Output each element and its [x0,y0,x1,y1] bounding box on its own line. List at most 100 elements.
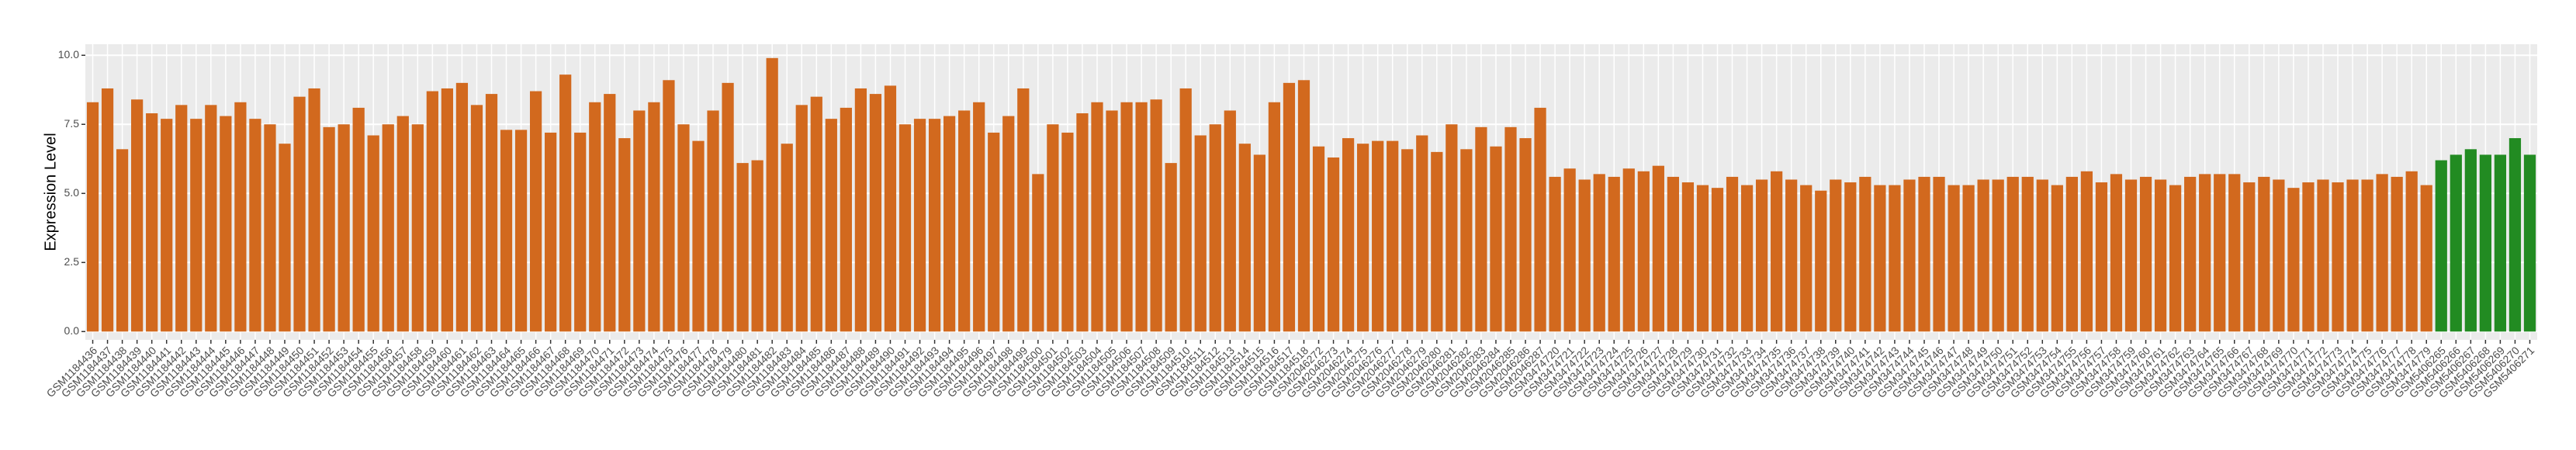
bar [1047,124,1059,332]
bar [396,116,409,332]
bar [988,132,1000,332]
bar [2523,154,2536,332]
bar [293,96,306,332]
bar [1490,146,1502,332]
bar [825,119,837,332]
bar [840,107,852,332]
bar [604,94,616,332]
bar [810,96,822,332]
bar [1268,102,1281,332]
bar [1475,126,1487,332]
bar [2051,185,2063,332]
bar [1061,132,1074,332]
bar [943,116,956,332]
bar [898,124,912,332]
y-tick-label: 0.0 [64,324,80,337]
bar [1696,185,1709,332]
bar [2361,179,2373,332]
bar [2169,185,2182,332]
bar [2124,179,2138,332]
bar [1519,138,1532,332]
bar [2006,176,2019,332]
bar [175,105,188,332]
bar [1593,174,1605,332]
bar [973,102,985,332]
bar [574,132,587,332]
bar [411,124,424,332]
bar [1238,144,1251,332]
bar [1830,179,1842,332]
bar [1431,151,1443,332]
bar [161,119,173,332]
bar [2258,176,2270,332]
bar [1283,82,1296,332]
bar [928,119,941,332]
bar [1992,179,2004,332]
bar [1652,165,1664,332]
bar [441,88,453,332]
bar [722,82,734,332]
bar [2346,179,2359,332]
bar [958,110,971,332]
bar [1357,144,1369,332]
bar [1903,179,1916,332]
bar [2021,176,2034,332]
bar [1460,149,1473,332]
bar [1637,171,1650,332]
bar [2273,179,2285,332]
bar [1387,140,1399,332]
bar [279,144,291,332]
bar [1874,185,1886,332]
bar [2287,188,2300,332]
bar [677,124,690,332]
bar [367,135,379,332]
bar [1076,113,1089,332]
bar [485,94,498,332]
bar [1962,185,1975,332]
bar [1342,138,1355,332]
bar [1312,146,1325,332]
bar [1372,140,1384,332]
bar [500,130,513,332]
bar [2184,176,2197,332]
bar [1446,124,1458,332]
bar [1504,126,1517,332]
bar [1578,179,1591,332]
bar [2391,176,2403,332]
bar [1549,176,1561,332]
y-tick-label: 5.0 [64,186,80,199]
bar [86,102,99,332]
y-tick-label: 2.5 [64,255,80,268]
bar [2405,171,2418,332]
bar [1815,190,1827,332]
bar [1032,174,1044,332]
bar [589,102,601,332]
bar [2508,138,2522,332]
bar [205,105,217,332]
bar [308,88,320,332]
bar [426,91,438,332]
bar [1800,185,1813,332]
bar [618,138,631,332]
bar [781,144,793,332]
bar [234,102,247,332]
bar [2494,154,2507,332]
bar [1681,182,1695,332]
y-tick-label: 7.5 [64,117,80,130]
bar [2080,171,2093,332]
bar [1859,176,1871,332]
bar [1933,176,1945,332]
bar [1224,110,1236,332]
bar [2228,174,2241,332]
bar [545,132,557,332]
bar [854,88,867,332]
bar [1091,102,1103,332]
bar [514,130,528,332]
bar [766,57,778,332]
bar [559,74,572,332]
bar [2450,154,2462,332]
bar [1771,171,1783,332]
bar [2139,176,2152,332]
bar [2243,182,2256,332]
